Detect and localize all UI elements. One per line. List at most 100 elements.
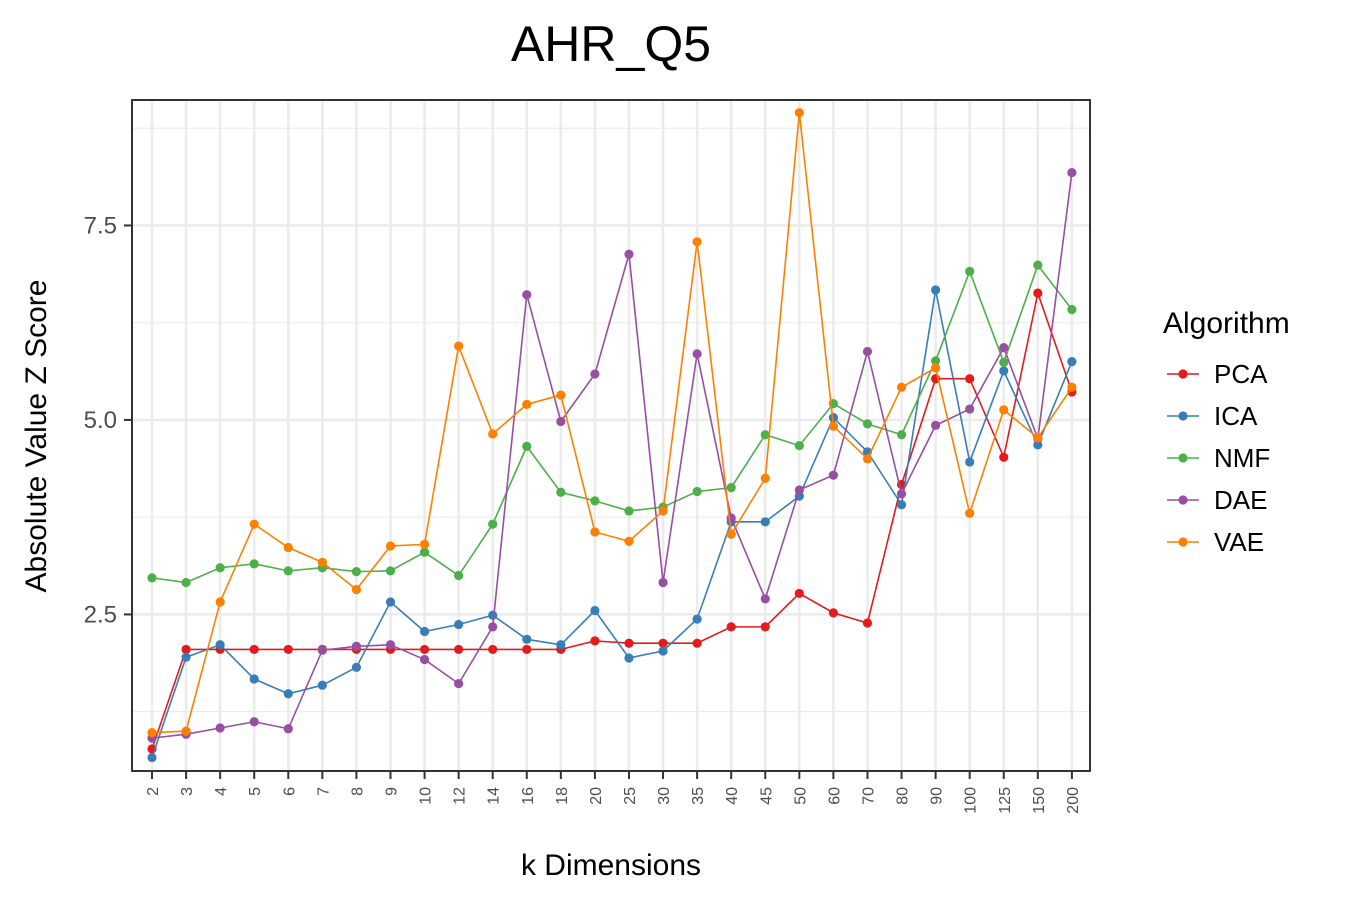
data-point-ica xyxy=(624,653,634,663)
data-point-pca xyxy=(419,644,430,655)
x-tick-label: 35 xyxy=(690,787,707,805)
data-point-vae xyxy=(896,382,907,392)
data-point-pca xyxy=(658,638,668,648)
data-point-vae xyxy=(351,584,362,595)
data-point-ica xyxy=(896,500,907,510)
data-point-nmf xyxy=(931,356,941,366)
data-point-nmf xyxy=(590,496,600,506)
y-axis-title: Absolute Value Z Score xyxy=(20,280,53,593)
data-point-vae xyxy=(556,390,566,400)
x-tick-label: 9 xyxy=(383,787,400,796)
x-tick-label: 5 xyxy=(247,787,264,796)
data-point-dae xyxy=(931,420,941,430)
data-point-ica xyxy=(931,285,941,295)
chart-title: AHR_Q5 xyxy=(511,16,711,72)
legend-label: PCA xyxy=(1214,359,1268,389)
data-point-pca xyxy=(181,644,191,655)
series-layer xyxy=(147,108,1077,763)
data-point-dae xyxy=(215,723,225,733)
data-point-ica xyxy=(351,662,362,672)
x-tick-label: 100 xyxy=(963,787,980,814)
data-point-ica xyxy=(965,457,975,467)
x-tick-label: 200 xyxy=(1065,787,1082,814)
x-tick-label: 25 xyxy=(622,787,639,805)
data-point-dae xyxy=(896,489,907,499)
data-point-dae xyxy=(317,645,327,655)
data-point-dae xyxy=(624,249,634,259)
x-tick-label: 40 xyxy=(724,787,741,805)
data-point-ica xyxy=(249,674,259,684)
data-point-nmf xyxy=(760,430,770,440)
data-point-nmf xyxy=(556,487,566,497)
data-point-ica xyxy=(147,752,157,763)
x-tick-label: 45 xyxy=(758,787,775,805)
data-point-pca xyxy=(249,644,259,655)
data-point-nmf xyxy=(896,430,907,440)
data-point-vae xyxy=(454,341,464,351)
data-point-dae xyxy=(454,679,464,689)
data-point-nmf xyxy=(999,357,1009,367)
data-point-dae xyxy=(692,349,702,359)
x-tick-label: 16 xyxy=(520,787,537,805)
data-point-nmf xyxy=(794,441,804,451)
data-point-dae xyxy=(999,342,1009,353)
data-point-dae xyxy=(488,622,498,632)
data-point-dae xyxy=(283,724,293,734)
data-point-dae xyxy=(965,404,975,414)
legend-label: NMF xyxy=(1214,443,1270,473)
x-tick-label: 30 xyxy=(656,787,673,805)
x-tick-label: 60 xyxy=(826,787,843,805)
data-point-ica xyxy=(419,626,430,637)
x-tick-label: 70 xyxy=(860,787,877,805)
data-point-dae xyxy=(862,346,873,357)
data-point-ica xyxy=(556,640,566,650)
x-tick-label: 20 xyxy=(588,787,605,805)
x-tick-label: 8 xyxy=(349,787,366,796)
legend-key-point xyxy=(1178,495,1188,505)
data-point-vae xyxy=(931,363,941,373)
data-point-vae xyxy=(760,473,770,483)
data-point-vae xyxy=(317,557,327,567)
data-point-dae xyxy=(658,577,668,588)
y-tick-label: 7.5 xyxy=(84,212,117,239)
data-point-ica xyxy=(488,610,498,620)
data-point-ica xyxy=(317,680,327,690)
series-vae xyxy=(147,108,1077,738)
series-line-pca xyxy=(151,290,1073,750)
data-point-nmf xyxy=(147,573,157,583)
data-point-pca xyxy=(760,622,770,632)
legend-label: DAE xyxy=(1214,485,1267,515)
data-point-dae xyxy=(249,717,259,727)
x-axis-title: k Dimensions xyxy=(521,849,701,882)
x-tick-label: 18 xyxy=(554,787,571,805)
data-point-nmf xyxy=(419,547,430,557)
data-point-vae xyxy=(488,429,498,439)
y-tick-label: 2.5 xyxy=(84,601,117,628)
data-point-vae xyxy=(726,529,736,539)
data-point-ica xyxy=(215,640,225,650)
series-line-dae xyxy=(151,172,1073,739)
data-point-pca xyxy=(692,638,702,648)
data-point-ica xyxy=(454,619,464,630)
data-point-nmf xyxy=(624,506,634,516)
data-point-dae xyxy=(760,594,770,604)
data-point-pca xyxy=(1033,288,1043,298)
legend-item-ica: ICA xyxy=(1167,401,1258,431)
data-point-vae xyxy=(794,108,804,118)
data-point-ica xyxy=(283,689,293,699)
legend: Algorithm PCA ICA NMF DAE VAE xyxy=(1163,307,1290,557)
legend-label: VAE xyxy=(1214,527,1264,557)
data-point-pca xyxy=(624,638,634,648)
data-point-nmf xyxy=(181,577,191,588)
data-point-nmf xyxy=(249,559,259,569)
data-point-vae xyxy=(965,508,975,518)
legend-key-point xyxy=(1178,453,1188,463)
data-point-ica xyxy=(590,605,600,616)
legend-label: ICA xyxy=(1214,401,1258,431)
data-point-vae xyxy=(522,399,532,409)
data-point-ica xyxy=(999,366,1009,376)
data-point-vae xyxy=(249,519,259,529)
data-point-nmf xyxy=(692,486,702,497)
